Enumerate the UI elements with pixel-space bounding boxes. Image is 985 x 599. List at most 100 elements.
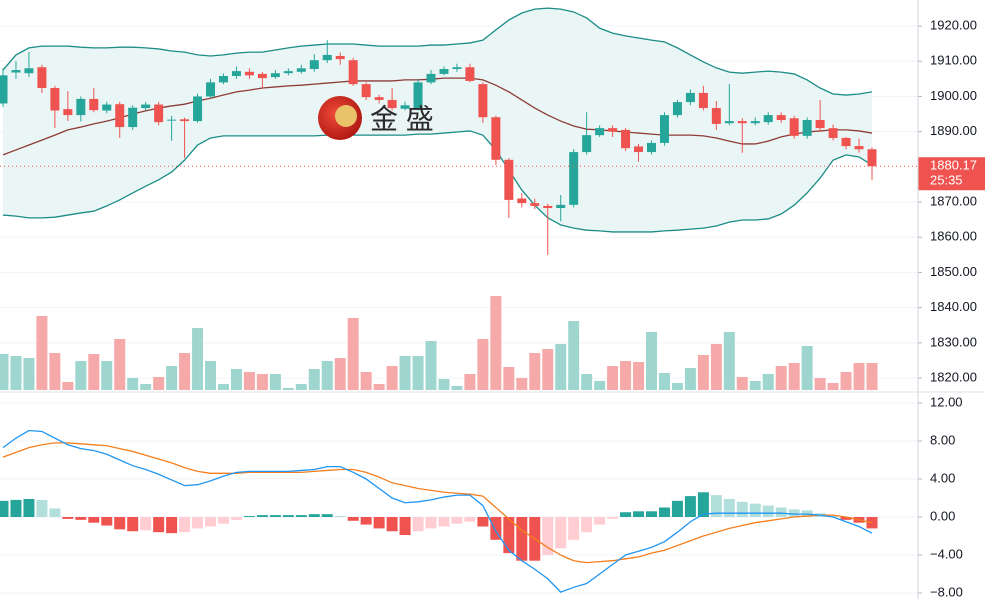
candle-body <box>815 120 825 129</box>
histogram-bar <box>205 516 217 527</box>
volume-bar <box>269 374 281 390</box>
histogram-bar <box>399 516 411 536</box>
volume-bar <box>23 358 35 390</box>
volume-bar <box>788 363 800 390</box>
volume-bar <box>451 386 463 390</box>
volume-bar <box>386 366 398 390</box>
candle-body <box>309 60 319 69</box>
volume-bar <box>853 363 865 390</box>
histogram-bar <box>243 516 255 517</box>
histogram-bar <box>295 515 307 517</box>
candle-body <box>854 146 864 150</box>
candle-body <box>763 115 773 123</box>
volume-bar <box>412 356 424 390</box>
volume-bar <box>671 383 683 390</box>
price-label-box <box>918 157 985 191</box>
histogram-bar <box>620 512 632 517</box>
candle-body <box>478 84 488 118</box>
candle-body <box>374 97 384 100</box>
histogram-bar <box>217 516 229 524</box>
y-tick-label: 1840.00 <box>930 299 977 314</box>
volume-bar <box>153 377 165 390</box>
volume-bar <box>529 353 541 390</box>
candle-body <box>37 67 47 88</box>
volume-bar <box>230 369 242 390</box>
candle-body <box>102 104 112 111</box>
volume-bar <box>10 356 22 390</box>
volume-bar <box>516 378 528 390</box>
candle-body <box>413 82 423 109</box>
histogram-bar <box>88 516 100 523</box>
candle-body <box>218 76 228 83</box>
y-tick-label: 0.00 <box>930 508 955 523</box>
candle-body <box>76 98 86 116</box>
y-tick-label: 1890.00 <box>930 123 977 138</box>
volume-bar <box>179 353 191 390</box>
volume-bar <box>594 381 606 390</box>
volume-bar <box>762 374 774 390</box>
histogram-bar <box>723 498 735 517</box>
volume-bar <box>425 341 437 390</box>
candle-body <box>283 71 293 74</box>
histogram-bar <box>646 511 657 517</box>
y-tick-label: 1910.00 <box>930 53 977 68</box>
histogram-bar <box>256 515 268 517</box>
histogram-bar <box>516 516 528 561</box>
volume-bar <box>581 374 593 390</box>
histogram-bar <box>140 516 152 531</box>
histogram-bar <box>594 516 606 525</box>
histogram-bar <box>153 516 165 533</box>
histogram-bar <box>775 507 787 517</box>
candle-body <box>608 128 618 132</box>
candle-body <box>672 102 682 116</box>
volume-bar <box>646 332 657 390</box>
histogram-bar <box>464 516 476 522</box>
volume-bar <box>0 354 9 390</box>
candle-body <box>335 55 345 60</box>
candle-body <box>322 54 332 61</box>
histogram-bar <box>749 503 761 517</box>
y-tick-label: 1870.00 <box>930 193 977 208</box>
y-tick-label: 1820.00 <box>930 369 977 384</box>
y-tick-label: 1900.00 <box>930 88 977 103</box>
histogram-bar <box>334 516 346 517</box>
histogram-bar <box>568 516 580 540</box>
candle-body <box>750 121 760 124</box>
histogram-bar <box>0 500 9 517</box>
histogram-bar <box>23 498 35 517</box>
volume-bar <box>658 373 670 390</box>
candle-body <box>828 128 838 138</box>
y-tick-label: 4.00 <box>930 470 955 485</box>
volume-bar <box>749 381 761 390</box>
histogram-bar <box>788 509 800 517</box>
histogram-bar <box>10 499 22 517</box>
volume-bar <box>684 368 696 390</box>
volume-bar <box>697 355 709 390</box>
histogram-bar <box>684 496 696 517</box>
candle-body <box>737 121 747 124</box>
candle-body <box>361 84 371 98</box>
y-tick-label: −4.00 <box>930 546 963 561</box>
candle-body <box>50 87 60 111</box>
volume-bar <box>607 366 619 390</box>
candle-body <box>556 204 566 209</box>
histogram-bar <box>282 515 294 517</box>
candle-body <box>426 73 436 83</box>
volume-bar <box>166 366 178 390</box>
volume-bar <box>62 382 74 390</box>
candle-body <box>24 68 34 74</box>
candle-body <box>802 120 812 136</box>
candle-body <box>504 159 514 200</box>
volume-bar <box>710 344 722 390</box>
histogram-bar <box>308 514 320 517</box>
histogram-bar <box>658 507 670 517</box>
candle-body <box>89 98 99 111</box>
volume-bar <box>620 361 632 390</box>
candle-body <box>128 107 138 128</box>
candle-body <box>724 121 734 124</box>
histogram-bar <box>166 516 178 534</box>
histogram-bar <box>347 516 359 521</box>
candle-body <box>530 203 540 206</box>
volume-bar <box>490 296 502 390</box>
